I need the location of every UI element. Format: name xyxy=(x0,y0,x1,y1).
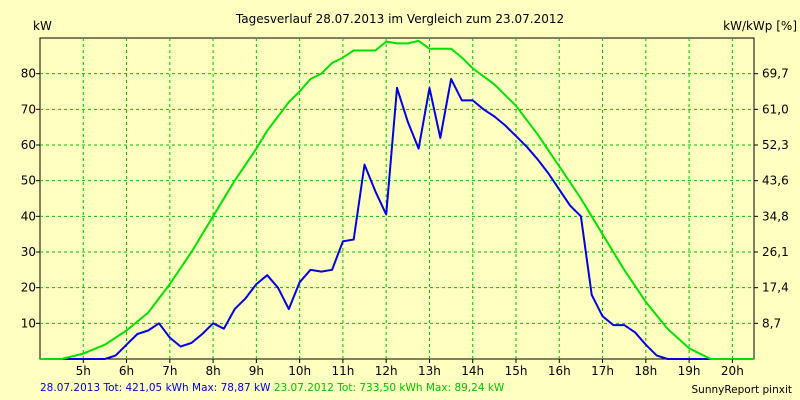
y2-axis-label: kW/kWp [%] xyxy=(723,19,797,33)
x-tick-label: 11h xyxy=(331,364,354,378)
axes: 5h 6h 7h 8h 9h 10h 11h 12h 13h 14h 15h 16h 17h 18h 19h… xyxy=(21,67,789,378)
legend-series-2013: 28.07.2013 Tot: 421,05 kWh Max: 78,87 kW xyxy=(40,382,271,394)
x-tick-label: 20h xyxy=(721,364,744,378)
x-tick-label: 17h xyxy=(591,364,614,378)
legend-footer: 28.07.2013 Tot: 421,05 kWh Max: 78,87 kW… xyxy=(40,382,504,394)
y-tick-label: 40 xyxy=(21,209,36,223)
y-tick-label: 10 xyxy=(21,316,36,330)
y-tick-label: 80 xyxy=(21,67,36,81)
y-tick-label: 70 xyxy=(21,102,36,116)
x-tick-label: 13h xyxy=(418,364,441,378)
y2-tick-label: 52,3 xyxy=(762,138,789,152)
y2-tick-label: 8,7 xyxy=(762,316,781,330)
y2-tick-label: 17,4 xyxy=(762,281,789,295)
credit-text: SunnyReport pinxit xyxy=(691,384,792,396)
y2-tick-label: 43,6 xyxy=(762,174,789,188)
y-tick-label: 20 xyxy=(21,281,36,295)
y2-tick-label: 26,1 xyxy=(762,245,789,259)
series-layer xyxy=(40,39,754,360)
x-tick-label: 14h xyxy=(461,364,484,378)
y-tick-label: 60 xyxy=(21,138,36,152)
x-tick-label: 5h xyxy=(76,364,91,378)
y-tick-label: 30 xyxy=(21,245,36,259)
y-tick-label: 50 xyxy=(21,174,36,188)
x-tick-label: 18h xyxy=(634,364,657,378)
x-tick-label: 16h xyxy=(548,364,571,378)
series-line-23.07.2012 xyxy=(40,39,754,360)
x-tick-label: 19h xyxy=(678,364,701,378)
x-tick-label: 15h xyxy=(505,364,528,378)
y-axis-label: kW xyxy=(33,19,52,33)
x-tick-label: 6h xyxy=(119,364,134,378)
chart-title: Tagesverlauf 28.07.2013 im Vergleich zum… xyxy=(235,12,564,26)
x-tick-label: 12h xyxy=(375,364,398,378)
x-tick-label: 10h xyxy=(288,364,311,378)
y2-tick-label: 69,7 xyxy=(762,67,789,81)
series-line-28.07.2013 xyxy=(40,78,711,360)
x-tick-label: 8h xyxy=(205,364,220,378)
y2-tick-label: 34,8 xyxy=(762,209,789,223)
x-tick-label: 9h xyxy=(249,364,264,378)
x-tick-label: 7h xyxy=(162,364,177,378)
legend-series-2012: 23.07.2012 Tot: 733,50 kWh Max: 89,24 kW xyxy=(273,382,505,394)
y2-tick-label: 61,0 xyxy=(762,102,789,116)
plot-area xyxy=(39,37,755,360)
grid xyxy=(40,38,754,359)
